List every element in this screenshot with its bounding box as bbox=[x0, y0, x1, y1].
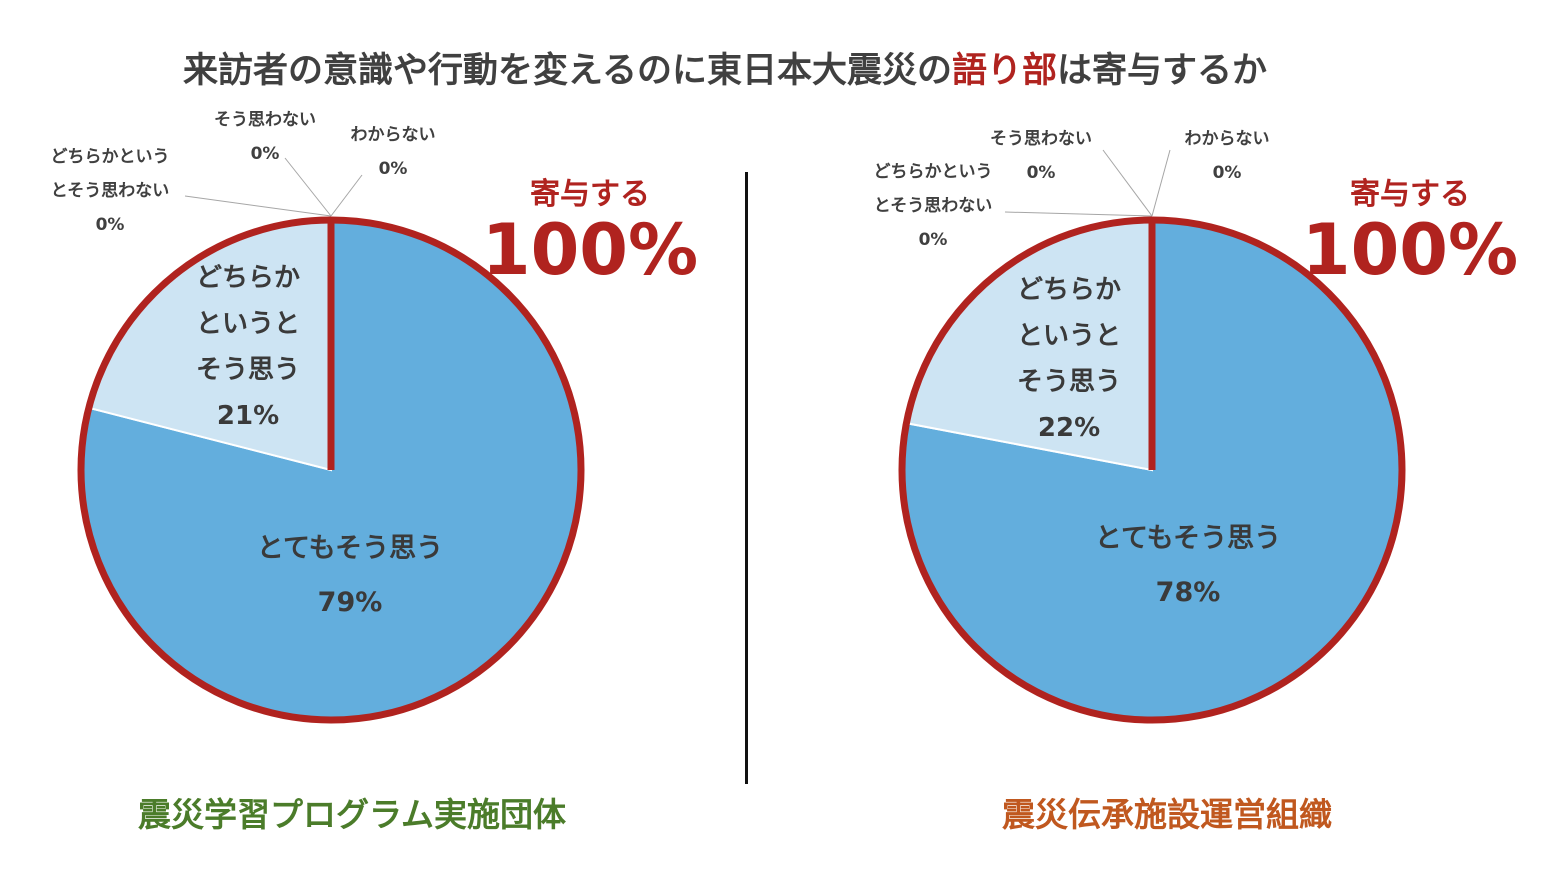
right-label-somewhat-disagree-value: 0% bbox=[918, 230, 948, 250]
right-label-disagree-text: そう思わない bbox=[990, 129, 1092, 149]
right-label-somewhat-disagree-line1: どちらかという bbox=[873, 162, 993, 182]
left-caption: 震災学習プログラム実施団体 bbox=[137, 795, 567, 834]
right-label-unknown-text: わからない bbox=[1184, 129, 1270, 149]
right-contribution-label: 寄与する bbox=[1349, 177, 1470, 212]
left-leader-line-0 bbox=[184, 195, 332, 217]
left-label-somewhat-disagree-line1: どちらかという bbox=[50, 147, 170, 167]
left-leader-line-2 bbox=[330, 174, 363, 217]
left-label-disagree: そう思わない 0% bbox=[214, 103, 316, 171]
left-label-unknown: わからない 0% bbox=[351, 118, 436, 186]
title-highlight: 語り部 bbox=[951, 51, 1057, 91]
right-label-somewhat-agree: どちらか というと そう思う 22% bbox=[1017, 267, 1121, 451]
right-label-strongly-agree-value: 78% bbox=[1155, 577, 1221, 608]
left-label-somewhat-agree-line1: どちらか bbox=[195, 263, 301, 293]
left-label-somewhat-agree: どちらか というと そう思う 21% bbox=[196, 255, 300, 439]
left-label-somewhat-agree-line2: というと bbox=[195, 309, 301, 339]
right-label-unknown: わからない 0% bbox=[1185, 122, 1270, 190]
right-label-somewhat-disagree: どちらかという とそう思わない 0% bbox=[874, 155, 993, 257]
left-label-strongly-agree-text: とてもそう思う bbox=[256, 533, 444, 564]
left-contribution: 寄与する 100% bbox=[482, 177, 698, 287]
right-label-strongly-agree-text: とてもそう思う bbox=[1094, 523, 1282, 554]
right-label-strongly-agree: とてもそう思う 78% bbox=[1095, 512, 1281, 620]
left-label-disagree-text: そう思わない bbox=[214, 110, 316, 130]
right-contribution-value: 100% bbox=[1301, 209, 1519, 291]
left-label-somewhat-disagree-value: 0% bbox=[95, 215, 125, 235]
left-label-unknown-value: 0% bbox=[378, 159, 408, 179]
left-label-strongly-agree-value: 79% bbox=[317, 587, 383, 618]
left-label-strongly-agree: とてもそう思う 79% bbox=[257, 522, 443, 630]
right-leader-line-2 bbox=[1151, 149, 1171, 217]
right-label-somewhat-disagree-line2: とそう思わない bbox=[873, 196, 993, 216]
right-label-somewhat-agree-line2: というと bbox=[1016, 321, 1122, 351]
right-label-disagree: そう思わない 0% bbox=[990, 122, 1092, 190]
title-text-after: は寄与するか bbox=[1056, 51, 1267, 91]
right-caption: 震災伝承施設運営組織 bbox=[1002, 795, 1332, 834]
right-leader-line-1 bbox=[1102, 149, 1153, 217]
right-label-disagree-value: 0% bbox=[1026, 163, 1056, 183]
title-text-before: 来訪者の意識や行動を変えるのに東日本大震災の bbox=[183, 51, 952, 91]
left-label-somewhat-disagree: どちらかという とそう思わない 0% bbox=[51, 140, 170, 242]
right-contribution: 寄与する 100% bbox=[1302, 177, 1518, 287]
right-leader-line-0 bbox=[1004, 211, 1153, 217]
left-label-disagree-value: 0% bbox=[250, 144, 280, 164]
right-label-unknown-value: 0% bbox=[1212, 163, 1242, 183]
left-contribution-label: 寄与する bbox=[529, 177, 650, 212]
right-label-somewhat-agree-value: 22% bbox=[1037, 413, 1101, 443]
right-label-somewhat-agree-line3: そう思う bbox=[1016, 367, 1122, 397]
chart-divider bbox=[745, 172, 748, 784]
chart-title: 来訪者の意識や行動を変えるのに東日本大震災の語り部は寄与するか bbox=[0, 42, 1450, 93]
left-leader-line-1 bbox=[284, 157, 332, 217]
left-label-somewhat-agree-value: 21% bbox=[216, 401, 280, 431]
left-label-unknown-text: わからない bbox=[350, 125, 436, 145]
left-contribution-value: 100% bbox=[481, 209, 699, 291]
right-label-somewhat-agree-line1: どちらか bbox=[1016, 275, 1122, 305]
left-label-somewhat-disagree-line2: とそう思わない bbox=[50, 181, 170, 201]
left-label-somewhat-agree-line3: そう思う bbox=[195, 355, 301, 385]
